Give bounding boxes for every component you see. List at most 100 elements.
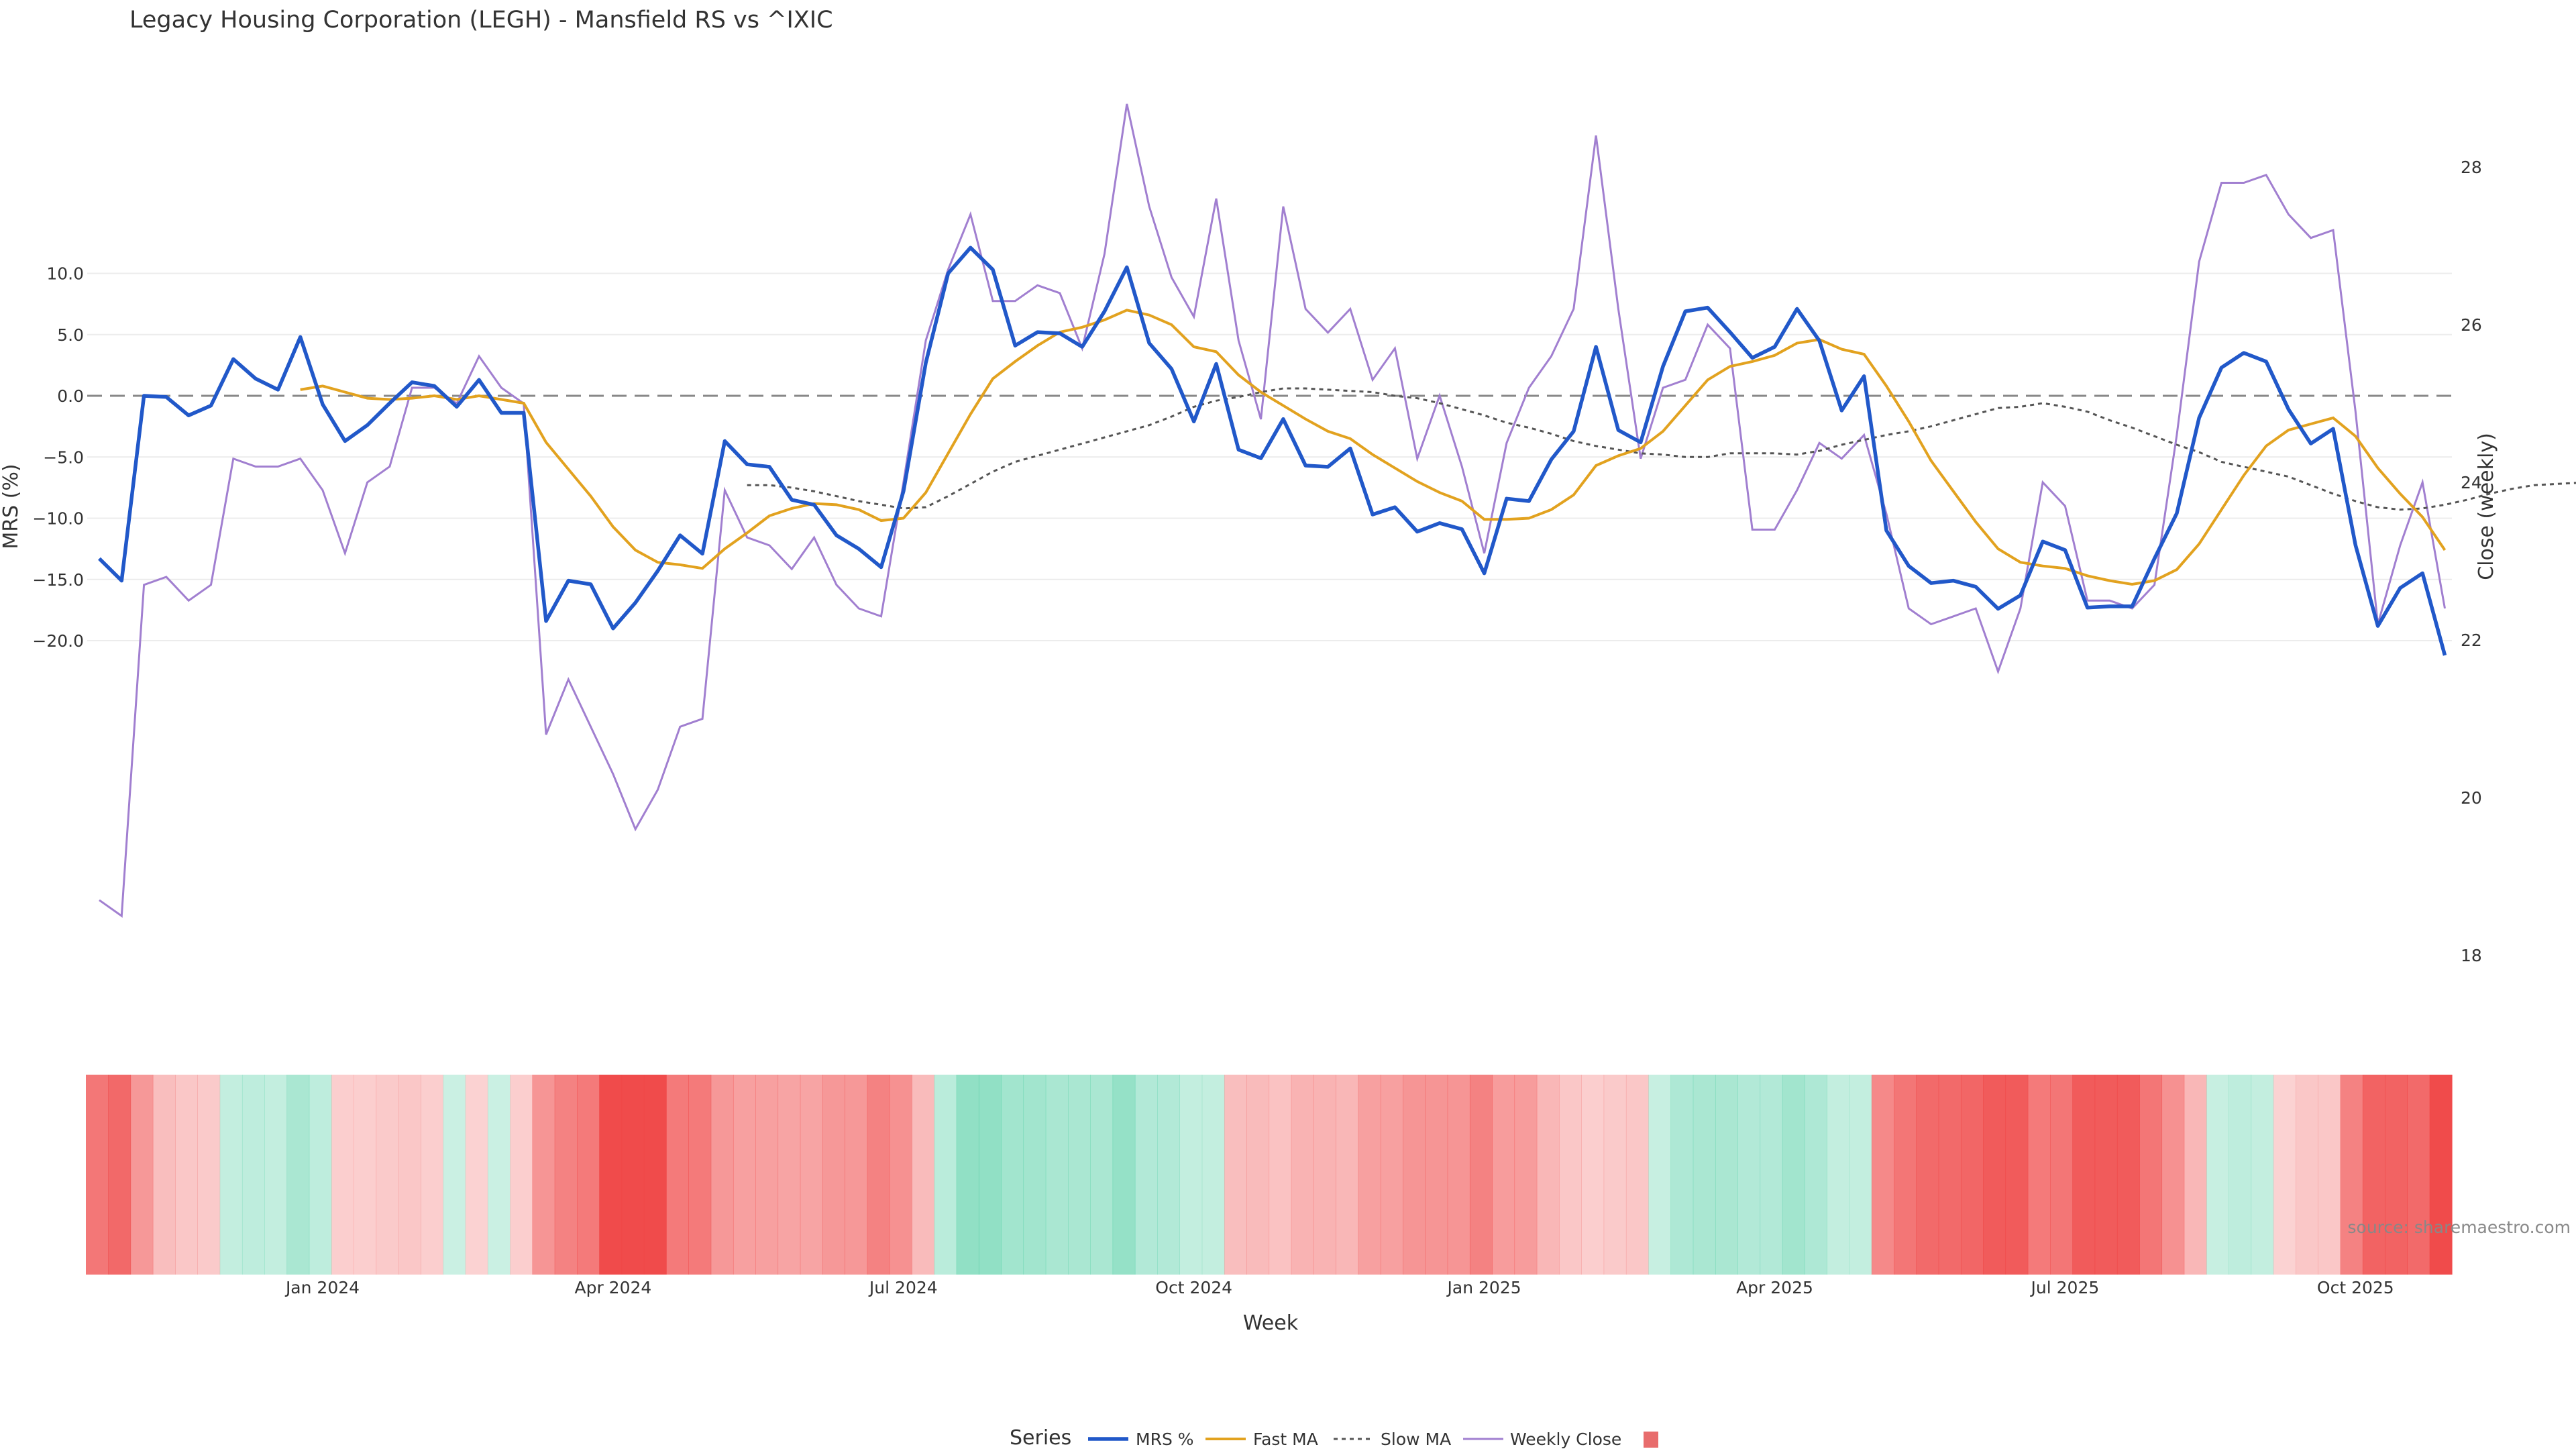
heatmap-cell (2385, 1075, 2408, 1275)
heatmap-cell (577, 1075, 600, 1275)
x-axis-label: Week (1243, 1311, 1299, 1335)
heatmap-cell (1447, 1075, 1470, 1275)
heatmap-cell (1045, 1075, 1069, 1275)
heatmap-cell (2050, 1075, 2073, 1275)
y-left-tick-labels: 10.0 5.0 0.0 −5.0 −10.0 −15.0 −20.0 (32, 264, 84, 651)
heatmap-cell (1090, 1075, 1114, 1275)
heatmap-cell (1715, 1075, 1738, 1275)
heatmap-cell (1291, 1075, 1314, 1275)
y-right-tick-label: 28 (2461, 158, 2482, 177)
y-axis-label-right: Close (weekly) (2475, 433, 2498, 580)
heatmap-cell (2340, 1075, 2363, 1275)
series-line-weekly-close (99, 103, 2446, 918)
heatmap-cell (309, 1075, 332, 1275)
heatmap-cell (2251, 1075, 2274, 1275)
heatmap-cell (1157, 1075, 1180, 1275)
heatmap-cell (1782, 1075, 1805, 1275)
heatmap-cell (1737, 1075, 1761, 1275)
x-tick-label: Apr 2024 (574, 1278, 651, 1297)
heatmap-cell (599, 1075, 623, 1275)
heatmap-cell (889, 1075, 912, 1275)
y-right-tick-labels: 28 26 24 22 20 18 (2461, 158, 2482, 965)
heatmap-cell (733, 1075, 756, 1275)
y-right-tick-label: 22 (2461, 631, 2482, 650)
heatmap-cell (197, 1075, 221, 1275)
heatmap-cell (1403, 1075, 1426, 1275)
heatmap-cell (1425, 1075, 1448, 1275)
heatmap-cell (1648, 1075, 1672, 1275)
heatmap-cell (845, 1075, 868, 1275)
heatmap-cell (2116, 1075, 2140, 1275)
legend-label-mrs: MRS % (1136, 1430, 1194, 1449)
heatmap-cell (755, 1075, 779, 1275)
heatmap-cell (331, 1075, 354, 1275)
heatmap-cell (1983, 1075, 2006, 1275)
heatmap-cell (867, 1075, 890, 1275)
heatmap-cell (1134, 1075, 1158, 1275)
heatmap-cell (465, 1075, 488, 1275)
heatmap-cell (1916, 1075, 1939, 1275)
heatmap-cell (1224, 1075, 1247, 1275)
heatmap-cell (376, 1075, 399, 1275)
heatmap-cell (2229, 1075, 2252, 1275)
heatmap-cell (532, 1075, 555, 1275)
heatmap-cell (1023, 1075, 1046, 1275)
heatmap-cell (2362, 1075, 2385, 1275)
y-left-tick-label: 0.0 (57, 386, 84, 406)
heatmap-cell (1112, 1075, 1136, 1275)
heatmap-cell (2139, 1075, 2163, 1275)
heatmap-cell (1469, 1075, 1493, 1275)
y-left-tick-label: −5.0 (43, 447, 84, 467)
heatmap-cell (1603, 1075, 1627, 1275)
x-tick-label: Oct 2025 (2317, 1278, 2394, 1297)
heatmap-cell (2296, 1075, 2318, 1275)
heatmap-cell (1581, 1075, 1605, 1275)
x-tick-label: Jan 2025 (1446, 1278, 1521, 1297)
heatmap-cell (1960, 1075, 1984, 1275)
y-right-tick-label: 20 (2461, 788, 2482, 808)
heatmap-cell (1559, 1075, 1582, 1275)
heatmap-cell (978, 1075, 1002, 1275)
heatmap-cell (398, 1075, 421, 1275)
heatmap-cell (286, 1075, 310, 1275)
heatmap-cell (2027, 1075, 2051, 1275)
heatmap-cell (510, 1075, 533, 1275)
x-tick-label: Apr 2025 (1736, 1278, 1813, 1297)
chart-title: Legacy Housing Corporation (LEGH) - Mans… (129, 7, 833, 34)
heatmap-cell (554, 1075, 578, 1275)
x-tick-label: Oct 2024 (1155, 1278, 1232, 1297)
heatmap-cell (86, 1075, 109, 1275)
x-tick-label: Jul 2024 (868, 1278, 938, 1297)
heatmap-cell (1269, 1075, 1292, 1275)
heatmap-cell (1246, 1075, 1270, 1275)
x-tick-label: Jul 2025 (2030, 1278, 2100, 1297)
heatmap-cell (1693, 1075, 1716, 1275)
heatmap-cell (487, 1075, 511, 1275)
heatmap-cell (1179, 1075, 1203, 1275)
heatmap-cell (956, 1075, 979, 1275)
heatmap-cell (2161, 1075, 2185, 1275)
y-left-tick-label: −10.0 (32, 509, 84, 529)
heatmap-cell (1670, 1075, 1694, 1275)
legend-swatch-heatmap (1644, 1432, 1658, 1448)
legend-title: Series (1010, 1426, 1071, 1449)
heatmap-cell (1492, 1075, 1515, 1275)
heatmap-cell (912, 1075, 934, 1275)
y-left-tick-label: −15.0 (32, 570, 84, 590)
heatmap-cell (2072, 1075, 2096, 1275)
heatmap-cell (643, 1075, 667, 1275)
heatmap-cell (219, 1075, 243, 1275)
y-right-tick-label: 26 (2461, 315, 2482, 335)
heatmap-cell (1201, 1075, 1225, 1275)
heatmap-cell (264, 1075, 288, 1275)
series-line-slow-ma (747, 387, 2576, 511)
x-tick-labels: Jan 2024 Apr 2024 Jul 2024 Oct 2024 Jan 2025… (284, 1278, 2394, 1297)
heatmap-cell (800, 1075, 823, 1275)
heatmap-cell (1849, 1075, 1872, 1275)
y-right-tick-label: 18 (2461, 946, 2482, 965)
heatmap-cell (1380, 1075, 1403, 1275)
heatmap-cell (130, 1075, 154, 1275)
heatmap-cell (1827, 1075, 1850, 1275)
heatmap-cell (1625, 1075, 1649, 1275)
